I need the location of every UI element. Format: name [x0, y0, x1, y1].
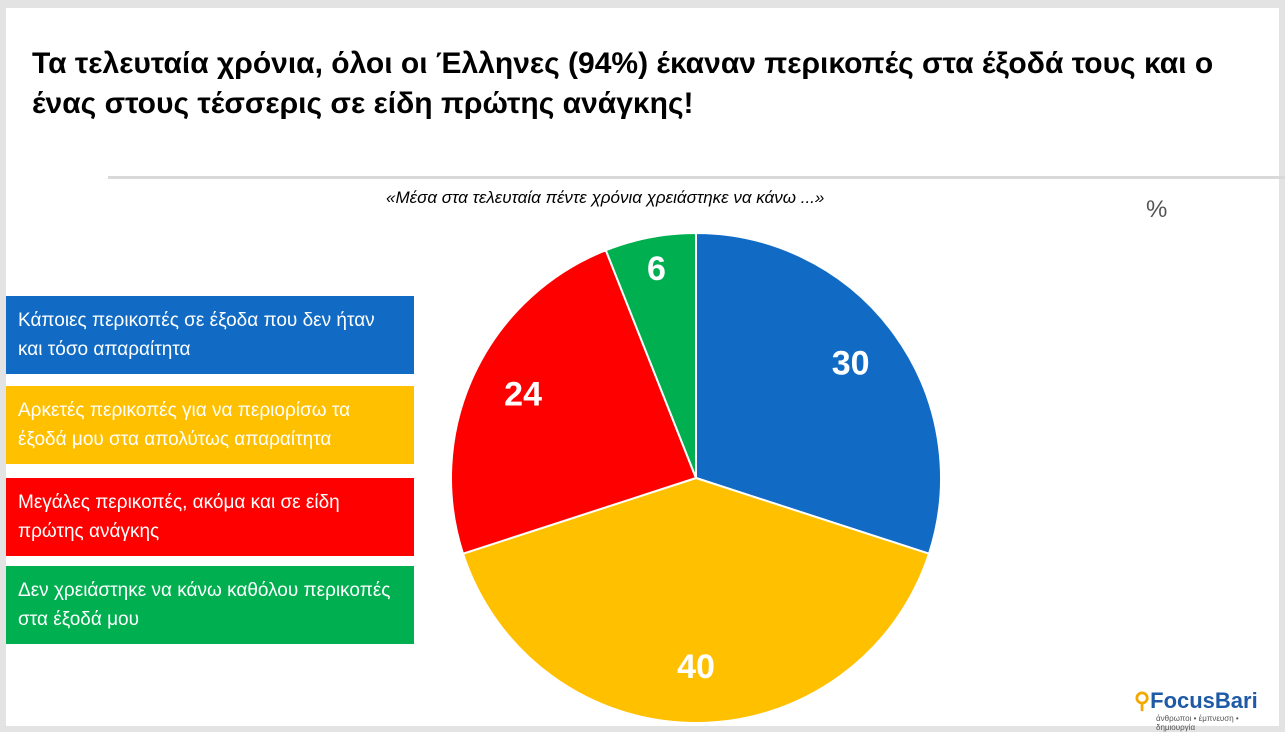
unit-label: % — [1146, 196, 1168, 223]
legend-entry: Κάποιες περικοπές σε έξοδα που δεν ήταν … — [6, 296, 414, 374]
legend-entry: Μεγάλες περικοπές, ακόμα και σε είδη πρώ… — [6, 478, 414, 556]
data-label: 30 — [832, 345, 870, 383]
pie-slice — [695, 231, 942, 555]
logo-name: FocusBari — [1150, 688, 1258, 713]
chart-subtitle: «Μέσα στα τελευταία πέντε χρόνια χρειάστ… — [386, 188, 825, 207]
logo: ⚲FocusBari — [1134, 688, 1258, 713]
data-label: 6 — [647, 250, 666, 288]
pie-slice — [461, 476, 931, 724]
pie-slice — [450, 248, 698, 555]
pie-slice — [604, 231, 697, 479]
chart: 30 40 24 6 — [450, 231, 942, 724]
data-label: 24 — [504, 376, 542, 414]
logo-tagline: άνθρωποι • έμπνευση • δημιουργία — [1156, 714, 1239, 732]
legend-entry: Δεν χρειάστηκε να κάνω καθόλου περικοπές… — [6, 566, 414, 644]
legend-entry: Αρκετές περικοπές για να περιορίσω τα έξ… — [6, 386, 414, 464]
divider — [108, 176, 1285, 179]
data-label: 40 — [677, 648, 715, 686]
chart-title: Τα τελευταία χρόνια, όλοι οι Έλληνες (94… — [32, 47, 1214, 120]
